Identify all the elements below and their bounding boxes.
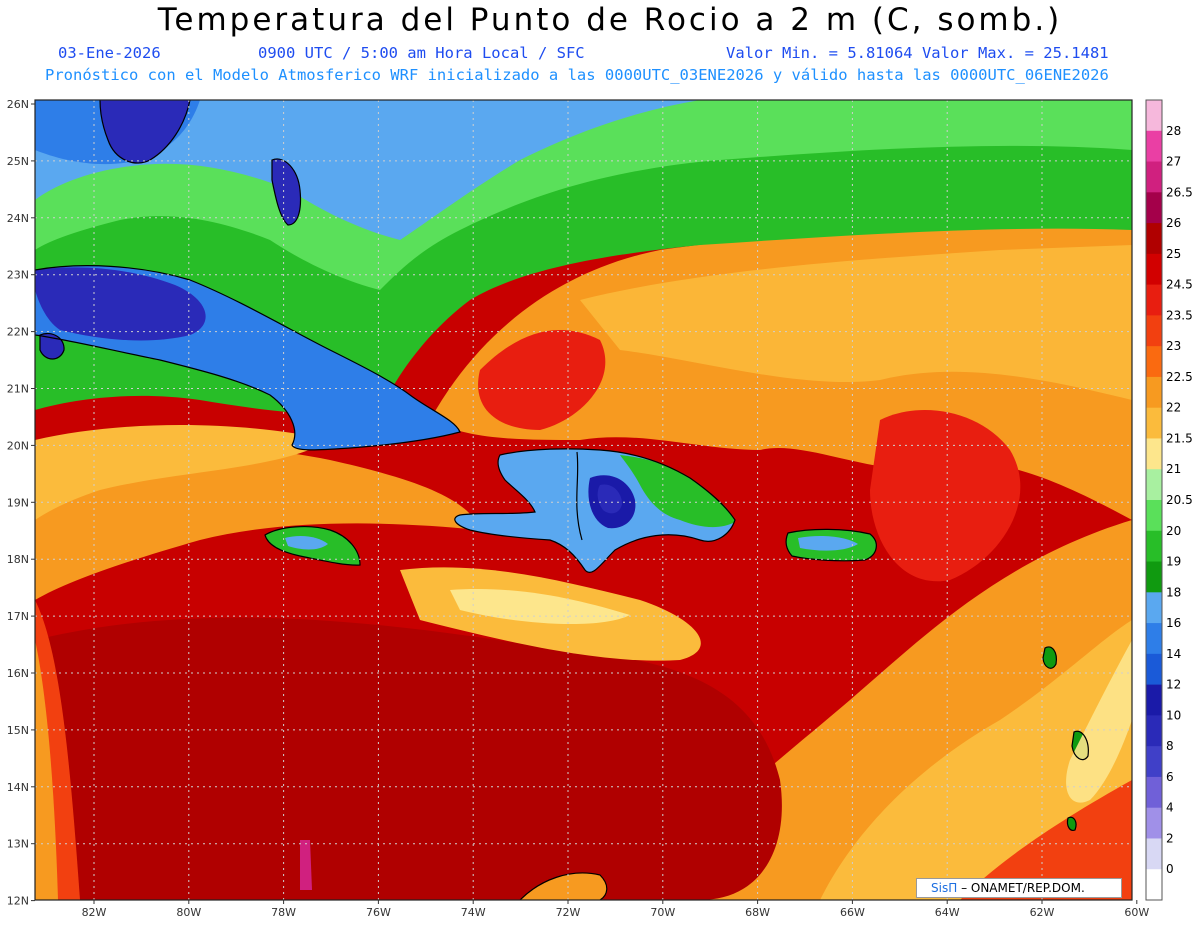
lon-label: 76W	[366, 906, 391, 919]
colorbar-label: 25	[1166, 247, 1181, 261]
colorbar-swatch	[1146, 807, 1162, 839]
forecast-date: 03-Ene-2026	[58, 44, 161, 62]
colorbar-label: 4	[1166, 801, 1174, 815]
colorbar-label: 20.5	[1166, 493, 1193, 507]
colorbar-label: 27	[1166, 155, 1181, 169]
colorbar-swatch	[1146, 192, 1162, 224]
colorbar-swatch	[1146, 561, 1162, 593]
colorbar-swatch	[1146, 869, 1162, 901]
colorbar-swatch	[1146, 500, 1162, 532]
colorbar-swatch	[1146, 838, 1162, 870]
lon-label: 82W	[82, 906, 107, 919]
lat-label: 24N	[7, 212, 29, 225]
colorbar-swatch	[1146, 684, 1162, 716]
map-gridlines	[35, 100, 1132, 900]
lat-label: 14N	[7, 781, 29, 794]
forecast-time: 0900 UTC / 5:00 am Hora Local / SFC	[258, 44, 585, 62]
lon-label: 64W	[935, 906, 960, 919]
colorbar-label: 23.5	[1166, 308, 1193, 322]
colorbar-label: 21	[1166, 462, 1181, 476]
colorbar-label: 16	[1166, 616, 1181, 630]
colorbar-label: 26.5	[1166, 185, 1193, 199]
colorbar-swatch	[1146, 346, 1162, 378]
lon-label: 68W	[745, 906, 770, 919]
colorbar-swatch	[1146, 469, 1162, 501]
colorbar-label: 19	[1166, 555, 1181, 569]
colorbar-label: 12	[1166, 678, 1181, 692]
lon-label: 72W	[556, 906, 581, 919]
colorbar-swatch	[1146, 100, 1162, 132]
colorbar-swatch	[1146, 407, 1162, 439]
colorbar-label: 22.5	[1166, 370, 1193, 384]
lat-label: 20N	[7, 439, 29, 452]
colorbar-swatch	[1146, 715, 1162, 747]
lon-label: 78W	[271, 906, 296, 919]
lon-label: 70W	[650, 906, 675, 919]
colorbar-label: 26	[1166, 216, 1181, 230]
sisppi-logo: SisΠ	[931, 881, 958, 895]
lat-label: 15N	[7, 724, 29, 737]
colorbar-frame	[1145, 99, 1163, 901]
colorbar-swatch	[1146, 253, 1162, 286]
lat-label: 26N	[7, 98, 29, 111]
lat-label: 18N	[7, 553, 29, 566]
lat-label: 17N	[7, 610, 29, 623]
colorbar-swatch	[1146, 376, 1162, 409]
colorbar-swatch	[1146, 623, 1162, 655]
lat-label: 16N	[7, 667, 29, 680]
coastlines	[35, 100, 1089, 900]
colorbar-label: 23	[1166, 339, 1181, 353]
colorbar-label: 28	[1166, 124, 1181, 138]
lon-label: 66W	[840, 906, 865, 919]
lat-label: 25N	[7, 155, 29, 168]
colorbar-swatch	[1146, 223, 1162, 255]
colorbar-swatch	[1146, 776, 1162, 809]
colorbar-label: 0	[1166, 862, 1174, 876]
colorbar-label: 14	[1166, 647, 1181, 661]
colorbar-label: 20	[1166, 524, 1181, 538]
colorbar-swatch	[1146, 315, 1162, 347]
credit-text: – ONAMET/REP.DOM.	[961, 881, 1085, 895]
colorbar-label: 22	[1166, 401, 1181, 415]
colorbar-label: 24.5	[1166, 278, 1193, 292]
model-info: Pronóstico con el Modelo Atmosferico WRF…	[45, 66, 1109, 84]
colorbar-label: 8	[1166, 739, 1174, 753]
value-range: Valor Min. = 5.81064 Valor Max. = 25.148…	[726, 44, 1109, 62]
lat-label: 22N	[7, 326, 29, 339]
lat-label: 13N	[7, 838, 29, 851]
colorbar-swatch	[1146, 653, 1162, 686]
lon-label: 74W	[461, 906, 486, 919]
colorbar-swatch	[1146, 161, 1162, 193]
colorbar-label: 2	[1166, 831, 1174, 845]
lat-label: 21N	[7, 383, 29, 396]
lon-label: 80W	[176, 906, 201, 919]
lat-label: 19N	[7, 496, 29, 509]
latitude-labels: 26N 25N 24N 23N 22N 21N 20N 19N 18N 17N 16N 15N 14N 1…	[7, 98, 35, 908]
colorbar-swatch	[1146, 438, 1162, 470]
credit-box: SisΠ – ONAMET/REP.DOM.	[916, 878, 1122, 898]
colorbar-swatch	[1146, 130, 1162, 163]
longitude-labels: 82W 80W 78W 76W 74W 72W 70W 68W 66W 64W 62W 60W	[82, 900, 1149, 919]
map-frame	[34, 99, 1133, 901]
colorbar-swatch	[1146, 592, 1162, 624]
colorbar-label: 18	[1166, 585, 1181, 599]
color-legend: 282726.5262524.523.52322.52221.52120.520…	[1145, 99, 1193, 901]
colorbar-label: 6	[1166, 770, 1174, 784]
map-field	[35, 100, 1132, 900]
map-title: Temperatura del Punto de Rocio a 2 m (C,…	[157, 2, 1063, 38]
colorbar-swatch	[1146, 746, 1162, 778]
lon-label: 60W	[1124, 906, 1149, 919]
colorbar-swatch	[1146, 530, 1162, 563]
colorbar-label: 21.5	[1166, 431, 1193, 445]
colorbar-swatch	[1146, 284, 1162, 316]
lat-label: 12N	[7, 895, 29, 908]
lat-label: 23N	[7, 269, 29, 282]
colorbar-label: 10	[1166, 708, 1181, 722]
lon-label: 62W	[1030, 906, 1055, 919]
